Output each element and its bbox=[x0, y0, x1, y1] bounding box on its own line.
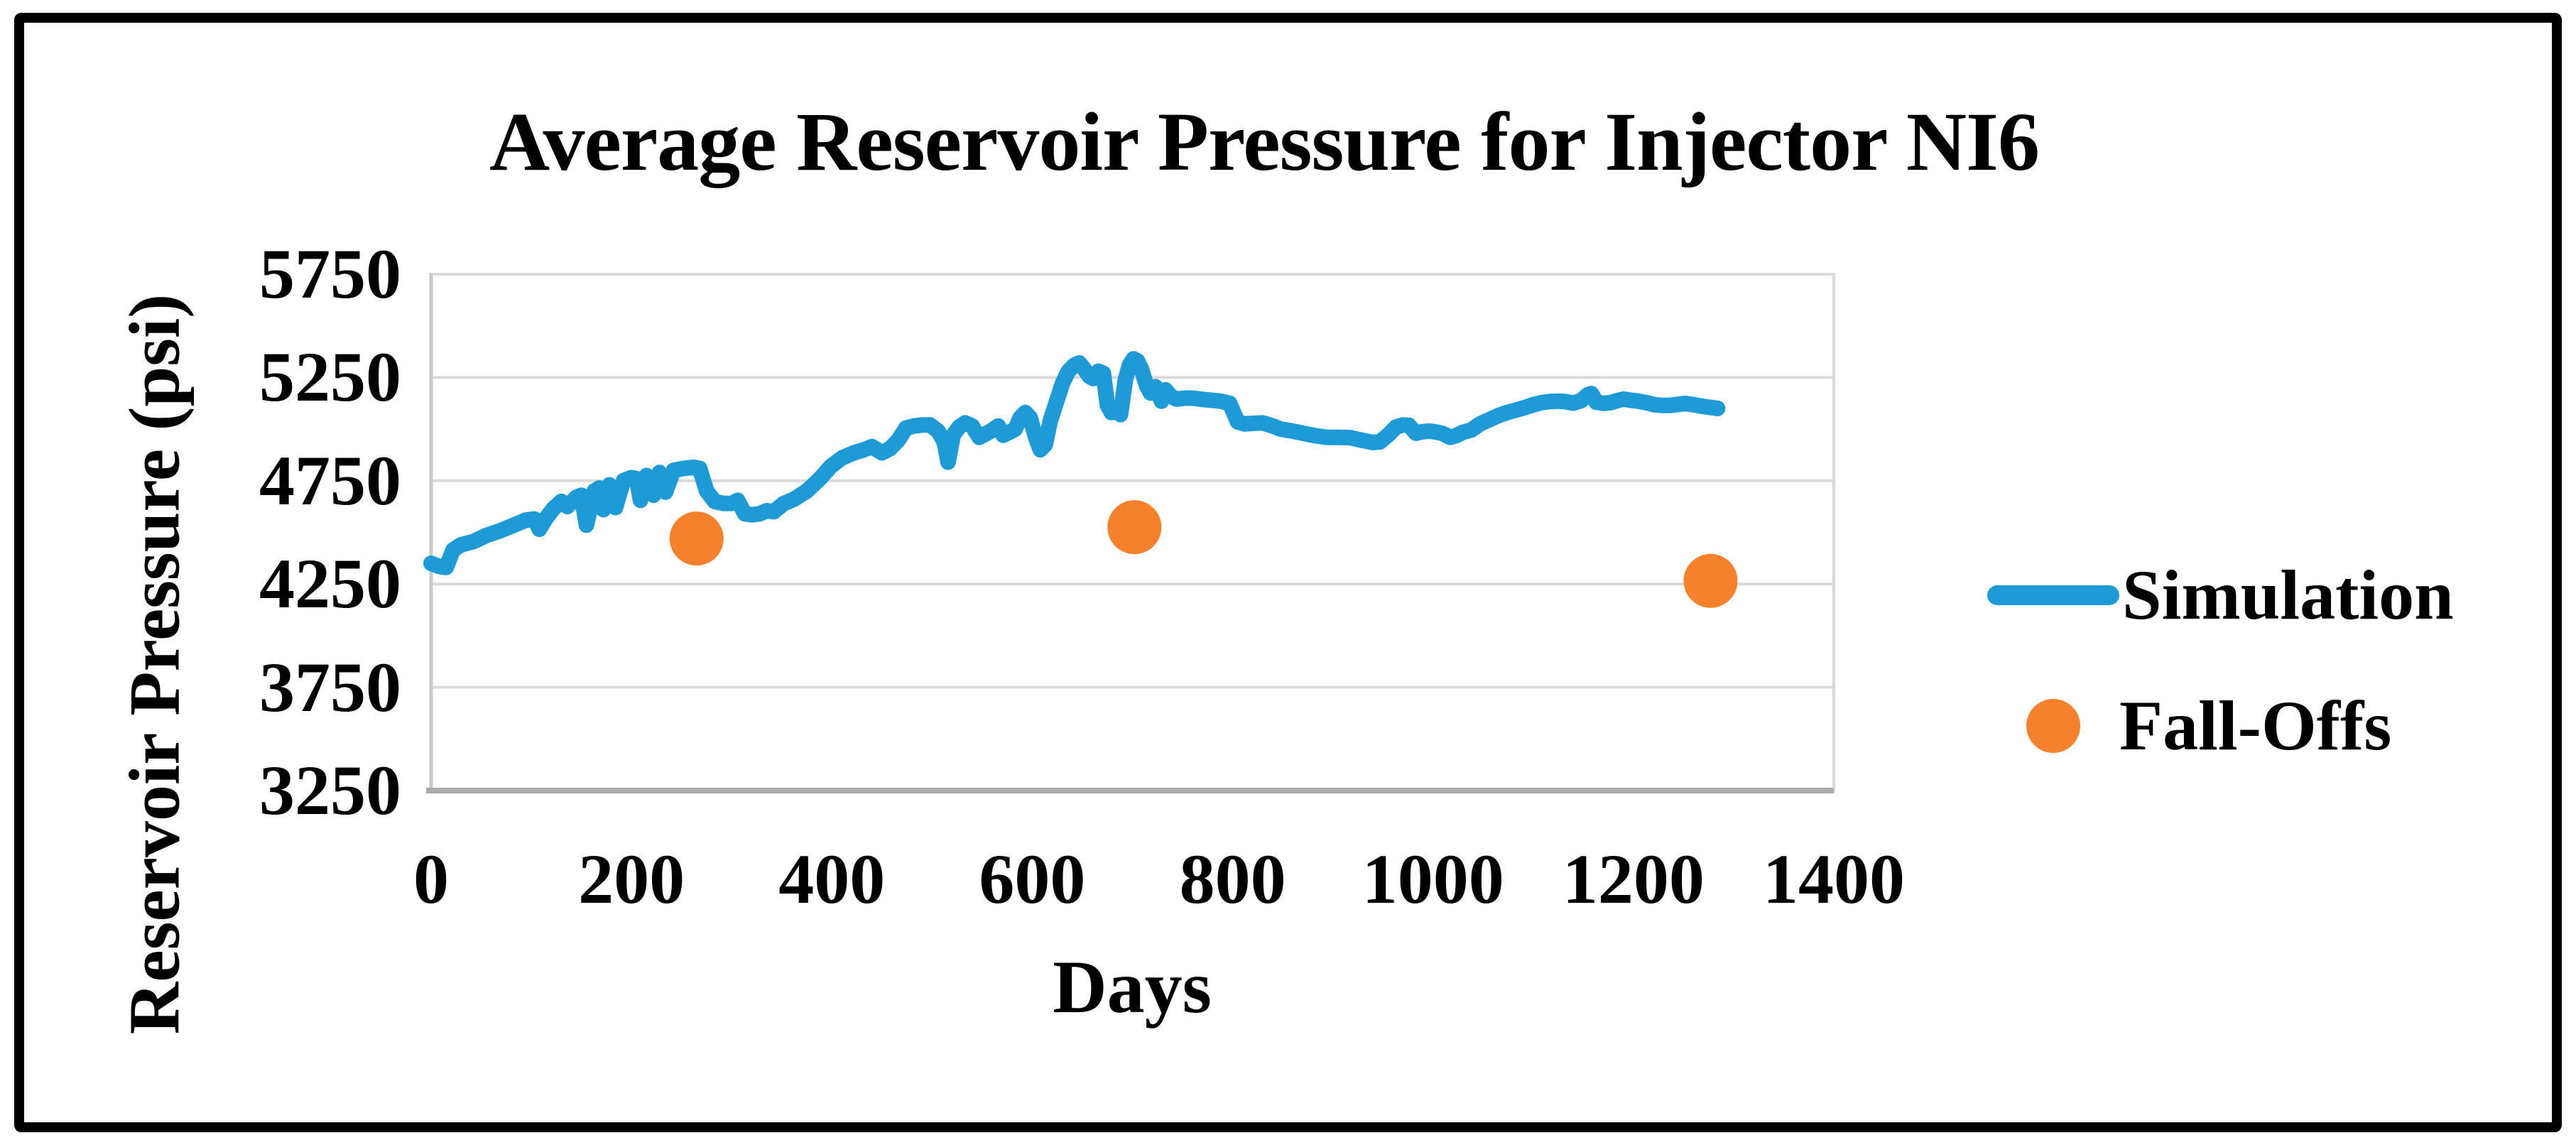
y-tick-label: 4750 bbox=[259, 440, 401, 520]
legend-fall-offs-label: Fall-Offs bbox=[2119, 686, 2392, 765]
y-axis-title: Reservoir Pressure (psi) bbox=[114, 293, 195, 1035]
x-tick-label: 1000 bbox=[1362, 840, 1504, 918]
chart-frame-border bbox=[14, 13, 2562, 1132]
y-tick-label: 3750 bbox=[259, 647, 401, 727]
x-tick-label: 0 bbox=[413, 840, 449, 918]
x-tick-label: 1200 bbox=[1562, 840, 1705, 918]
legend-item-simulation: Simulation bbox=[1987, 560, 2454, 631]
y-tick-label: 3250 bbox=[259, 751, 401, 830]
x-tick-label: 1400 bbox=[1763, 840, 1905, 918]
legend-simulation-label: Simulation bbox=[2122, 555, 2454, 634]
x-tick-label: 400 bbox=[778, 840, 886, 918]
fall-off-point bbox=[1107, 500, 1162, 555]
fall-off-point bbox=[669, 511, 724, 566]
simulation-line bbox=[423, 351, 1726, 575]
x-tick-label: 600 bbox=[979, 840, 1086, 918]
legend-simulation-line-swatch bbox=[1987, 585, 2119, 605]
y-tick-label: 4250 bbox=[259, 544, 401, 624]
y-tick-label: 5250 bbox=[259, 337, 401, 417]
x-tick-label: 200 bbox=[578, 840, 685, 918]
x-axis-title: Days bbox=[1053, 945, 1212, 1029]
fall-off-point bbox=[1683, 553, 1738, 608]
legend-fall-offs-marker bbox=[2026, 699, 2080, 753]
legend-item-fall-offs: Fall-Offs bbox=[1987, 690, 2391, 761]
y-tick-label: 5750 bbox=[259, 234, 401, 313]
chart-title: Average Reservoir Pressure for Injector … bbox=[489, 95, 2040, 188]
x-tick-label: 800 bbox=[1179, 840, 1286, 918]
